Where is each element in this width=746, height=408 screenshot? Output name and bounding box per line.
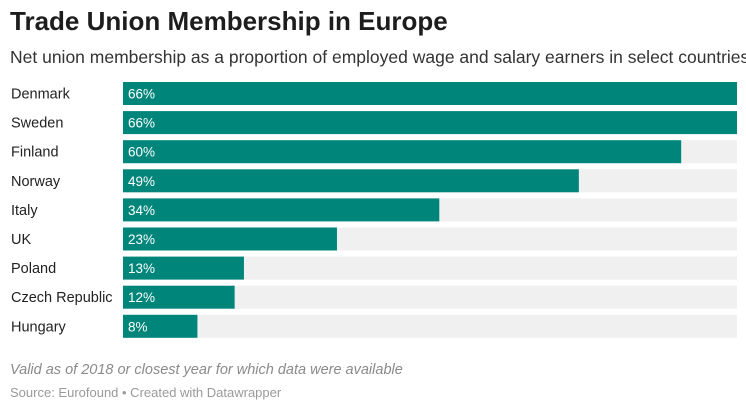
bar-finland bbox=[123, 140, 682, 164]
bar-norway bbox=[123, 169, 579, 193]
bar-track-poland bbox=[123, 256, 737, 280]
bar-hungary bbox=[123, 314, 198, 338]
value-label-uk: 23% bbox=[128, 232, 155, 247]
category-label-denmark: Denmark bbox=[11, 87, 71, 103]
category-label-finland: Finland bbox=[11, 145, 59, 161]
chart-note: Valid as of 2018 or closest year for whi… bbox=[10, 362, 403, 378]
value-label-norway: 49% bbox=[128, 174, 155, 189]
category-label-hungary: Hungary bbox=[11, 319, 67, 335]
bar-denmark bbox=[123, 82, 737, 105]
bar-track-czech-republic bbox=[123, 285, 737, 309]
value-label-finland: 60% bbox=[128, 145, 155, 160]
chart-subtitle: Net union membership as a proportion of … bbox=[10, 47, 746, 67]
category-label-sweden: Sweden bbox=[11, 116, 63, 132]
category-label-italy: Italy bbox=[11, 203, 38, 219]
bar-czech-republic bbox=[123, 285, 235, 309]
chart-source: Source: Eurofound • Created with Datawra… bbox=[10, 385, 282, 400]
value-label-italy: 34% bbox=[128, 203, 155, 218]
value-label-sweden: 66% bbox=[128, 116, 155, 131]
value-label-hungary: 8% bbox=[128, 319, 148, 334]
value-label-poland: 13% bbox=[128, 261, 155, 276]
bar-sweden bbox=[123, 111, 737, 135]
bar-uk bbox=[123, 227, 337, 251]
category-label-norway: Norway bbox=[11, 174, 61, 190]
bar-poland bbox=[123, 256, 244, 280]
value-label-czech-republic: 12% bbox=[128, 290, 155, 305]
category-label-uk: UK bbox=[11, 232, 31, 248]
value-label-denmark: 66% bbox=[128, 87, 155, 102]
category-label-czech-republic: Czech Republic bbox=[11, 290, 113, 306]
category-label-poland: Poland bbox=[11, 261, 56, 277]
bar-track-hungary bbox=[123, 314, 737, 338]
bar-italy bbox=[123, 198, 440, 222]
chart-title: Trade Union Membership in Europe bbox=[10, 6, 448, 36]
